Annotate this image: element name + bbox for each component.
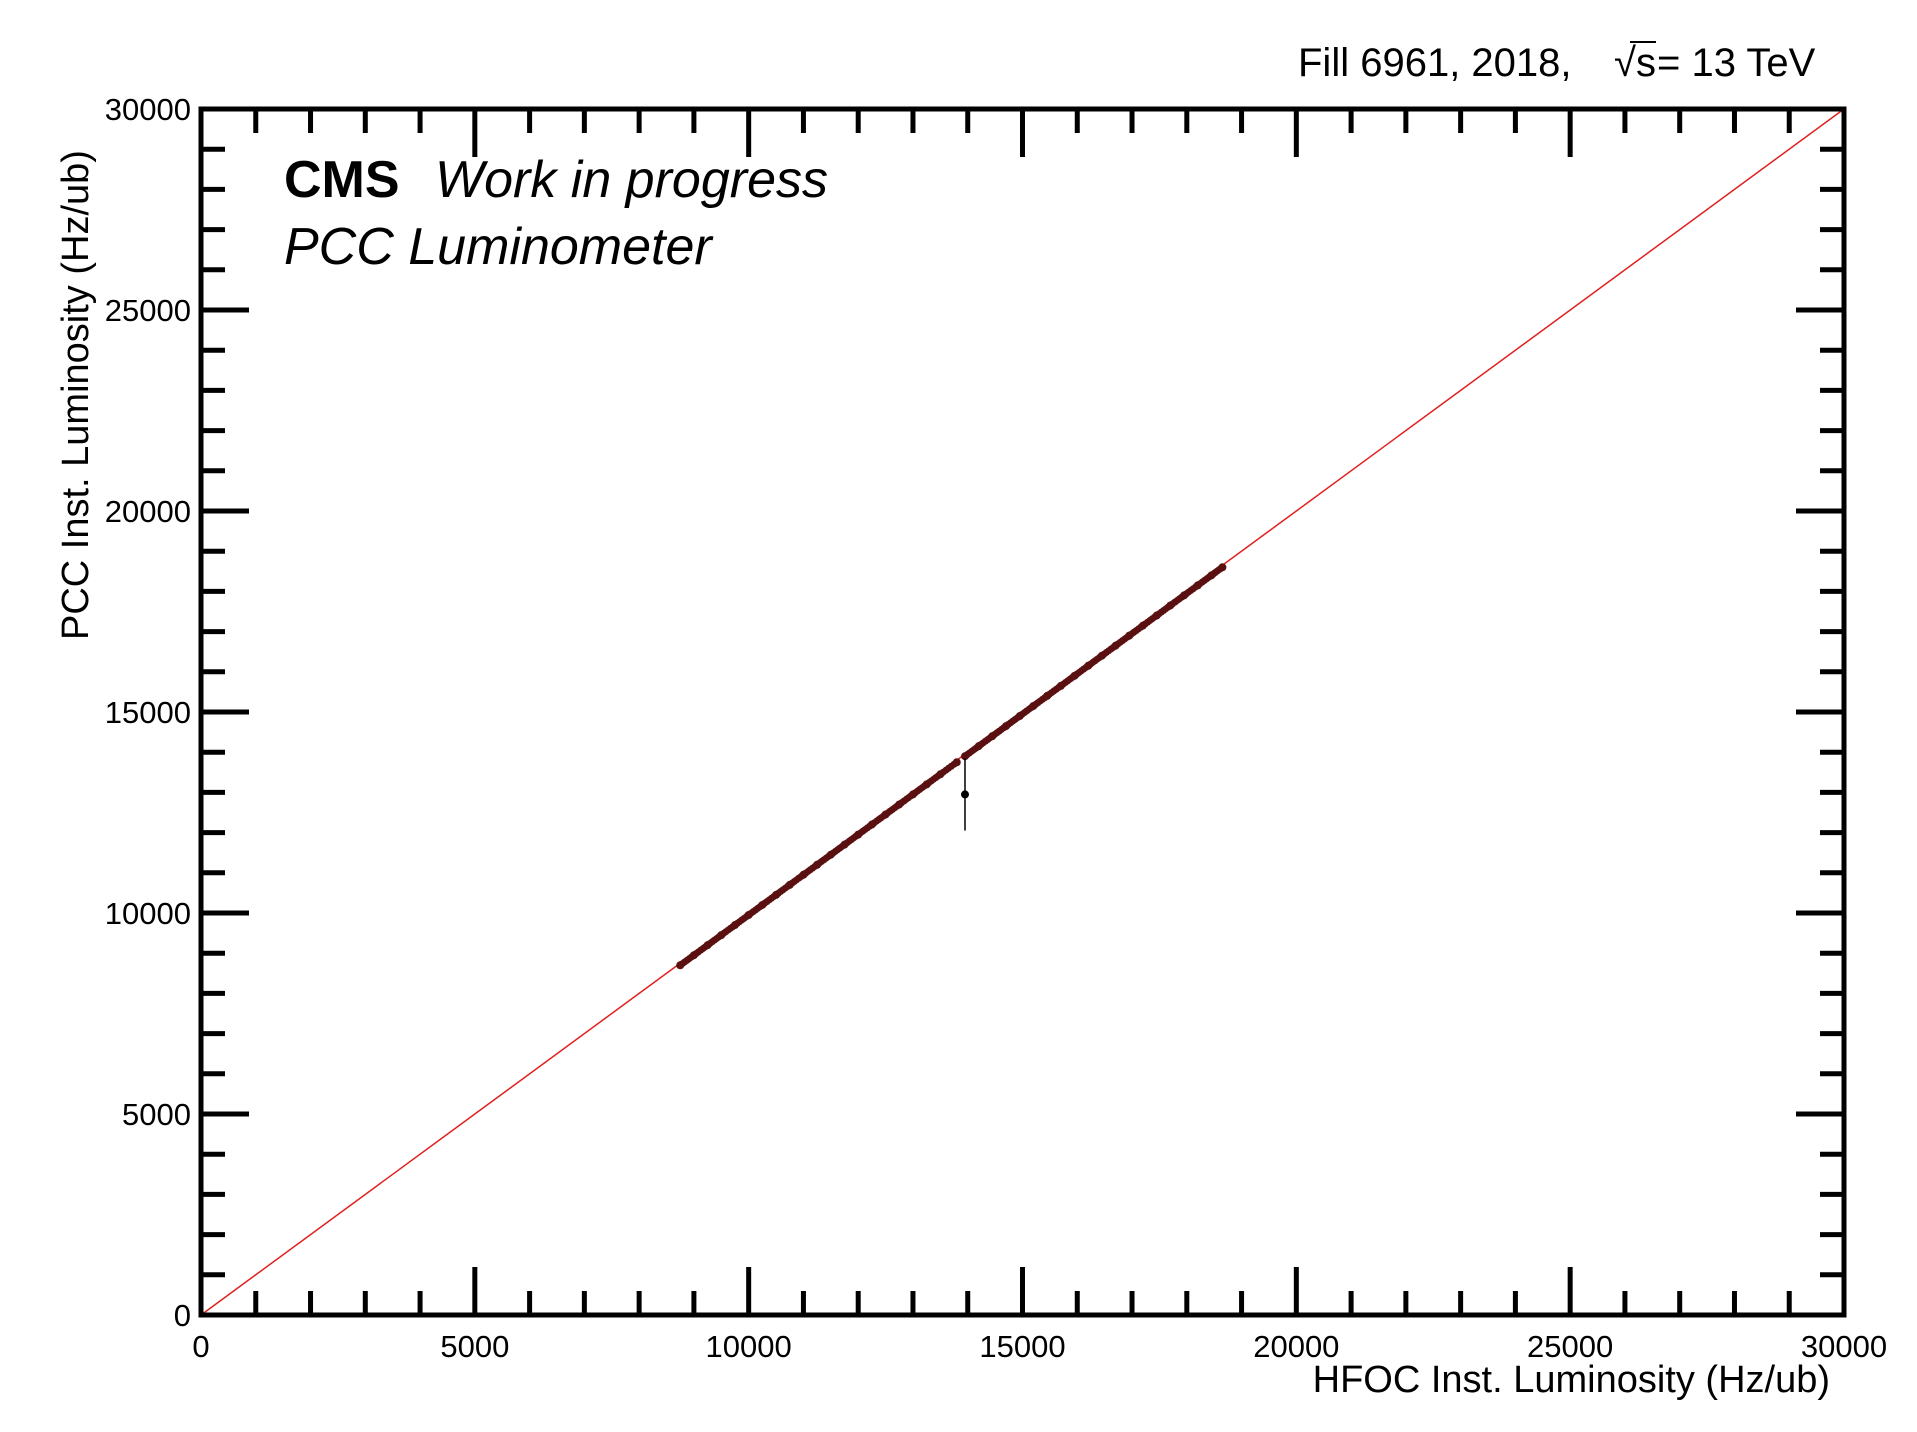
y-tick-label: 25000 [105,293,191,328]
y-tick-label: 20000 [105,494,191,529]
x-tick-label: 0 [192,1329,209,1364]
y-tick-label: 5000 [122,1097,191,1132]
x-tick-label: 30000 [1801,1329,1887,1364]
energy-label: = 13 TeV [1657,41,1816,85]
y-tick-label: 30000 [105,92,191,127]
fill-label: Fill 6961, 2018, [1298,41,1572,85]
data-point [952,758,961,767]
x-tick-label: 5000 [440,1329,509,1364]
x-tick-label: 10000 [706,1329,792,1364]
status-label: Work in progress [435,151,828,209]
sqrt-s-label: √s [1614,41,1656,85]
y-tick-label: 10000 [105,896,191,931]
x-tick-label: 25000 [1527,1329,1613,1364]
ticks-layer: 0 5000 10000 15000 20000 25000 30000 0 5000 10000… [105,92,1887,1364]
cms-label: CMS [284,151,400,209]
points-layer [676,563,1227,970]
x-tick-label: 15000 [979,1329,1065,1364]
y-axis-title: PCC Inst. Luminosity (Hz/ub) [55,150,97,640]
y-tick-label: 15000 [105,695,191,730]
plot-frame [198,106,1847,1318]
outlier-point [960,790,969,799]
detector-label: PCC Luminometer [284,218,714,276]
x-tick-label: 20000 [1253,1329,1339,1364]
data-point [1218,563,1227,572]
x-axis-title: HFOC Inst. Luminosity (Hz/ub) [1313,1359,1830,1401]
y-tick-label: 0 [174,1298,191,1333]
